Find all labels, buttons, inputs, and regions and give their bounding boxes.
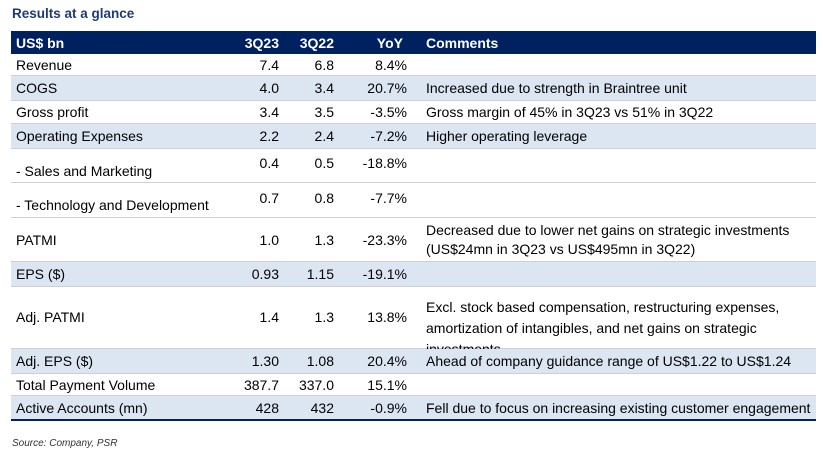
- row-3q23: 1.4: [259, 309, 279, 325]
- row-3q23: 2.2: [259, 128, 279, 144]
- table-row-gross-profit: Gross profit 3.4 3.5 -3.5% Gross margin …: [11, 101, 816, 124]
- header-3q23: 3Q23: [244, 34, 279, 51]
- table-row-eps: EPS ($) 0.93 1.15 -19.1%: [11, 262, 816, 287]
- row-3q23: 3.4: [259, 104, 279, 120]
- table-row-total-payment-volume: Total Payment Volume 387.7 337.0 15.1%: [11, 374, 816, 396]
- row-metric: - Technology and Development: [16, 197, 209, 213]
- row-3q23: 387.7: [243, 376, 279, 393]
- row-comment: [411, 183, 816, 217]
- row-3q23: 0.93: [251, 266, 279, 282]
- row-metric: EPS ($): [16, 266, 66, 282]
- row-metric: Operating Expenses: [16, 128, 143, 144]
- row-3q22: 3.4: [314, 80, 334, 96]
- row-3q22: 1.3: [314, 232, 334, 248]
- row-3q23: 428: [255, 399, 279, 416]
- row-3q22: 6.8: [314, 56, 334, 73]
- row-3q22: 2.4: [314, 128, 334, 144]
- row-comment-block: Excl. stock based compensation, restruct…: [411, 287, 816, 357]
- row-metric: Adj. EPS ($): [16, 353, 94, 369]
- row-3q22: 1.08: [306, 353, 334, 369]
- row-yoy: -23.3%: [362, 232, 407, 248]
- row-yoy: 13.8%: [367, 309, 407, 325]
- header-3q22: 3Q22: [299, 34, 334, 51]
- row-comment: Excl. stock based compensation, restruct…: [426, 299, 780, 315]
- header-yoy: YoY: [376, 34, 403, 51]
- row-comment: Increased due to strength in Braintree u…: [426, 80, 687, 96]
- row-comment-block: Decreased due to lower net gains on stra…: [411, 218, 816, 261]
- row-yoy: -7.7%: [370, 190, 407, 206]
- row-metric: Revenue: [16, 56, 73, 73]
- source-note: Source: Company, PSR: [12, 438, 118, 449]
- row-comment: Ahead of company guidance range of US$1.…: [426, 353, 792, 369]
- row-metric: - Sales and Marketing: [16, 163, 153, 179]
- table-title: Results at a glance: [12, 6, 135, 21]
- row-metric: Active Accounts (mn): [16, 399, 148, 416]
- results-table: US$ bn 3Q23 3Q22 YoY Comments Revenue 7.…: [11, 31, 816, 421]
- row-3q22: 337.0: [298, 376, 334, 393]
- table-row-tech-development: - Technology and Development 0.7 0.8 -7.…: [11, 183, 816, 218]
- table-row-revenue: Revenue 7.4 6.8 8.4%: [11, 54, 816, 76]
- row-metric: Total Payment Volume: [16, 376, 156, 393]
- table-row-adj-eps: Adj. EPS ($) 1.30 1.08 20.4% Ahead of co…: [11, 349, 816, 374]
- table-row-cogs: COGS 4.0 3.4 20.7% Increased due to stre…: [11, 76, 816, 101]
- row-yoy: -19.1%: [362, 266, 407, 282]
- row-metric: PATMI: [16, 232, 57, 248]
- table-row-active-accounts: Active Accounts (mn) 428 432 -0.9% Fell …: [11, 396, 816, 421]
- row-comment-line2: (US$24mn in 3Q23 vs US$495mn in 3Q22): [426, 241, 696, 257]
- row-comment: Decreased due to lower net gains on stra…: [426, 222, 790, 238]
- row-3q23: 0.7: [259, 190, 279, 206]
- row-comment: Gross margin of 45% in 3Q23 vs 51% in 3Q…: [426, 104, 714, 120]
- row-3q23: 7.4: [259, 56, 279, 73]
- row-comment: Higher operating leverage: [426, 128, 588, 144]
- row-metric: COGS: [16, 80, 58, 96]
- row-yoy: -3.5%: [370, 104, 407, 120]
- table-row-adj-patmi: Adj. PATMI 1.4 1.3 13.8% Excl. stock bas…: [11, 287, 816, 357]
- row-yoy: 15.1%: [367, 376, 407, 393]
- row-3q22: 1.3: [314, 309, 334, 325]
- row-3q22: 432: [310, 399, 334, 416]
- header-metric: US$ bn: [16, 34, 65, 51]
- table-header: US$ bn 3Q23 3Q22 YoY Comments: [11, 31, 816, 54]
- row-metric: Adj. PATMI: [16, 309, 85, 325]
- row-3q22: 0.5: [314, 155, 334, 171]
- row-3q23: 1.30: [251, 353, 279, 369]
- row-3q22: 1.15: [306, 266, 334, 282]
- row-yoy: -18.8%: [362, 155, 407, 171]
- row-comment: [411, 149, 816, 182]
- row-comment: Fell due to focus on increasing existing…: [426, 399, 811, 416]
- row-3q22: 3.5: [314, 104, 334, 120]
- row-3q23: 1.0: [259, 232, 279, 248]
- table-row-patmi: PATMI 1.0 1.3 -23.3% Decreased due to lo…: [11, 218, 816, 262]
- row-yoy: -0.9%: [370, 399, 407, 416]
- row-metric: Gross profit: [16, 104, 89, 120]
- row-yoy: 20.7%: [367, 80, 407, 96]
- row-3q23: 0.4: [259, 155, 279, 171]
- header-comments: Comments: [426, 34, 499, 51]
- row-yoy: 20.4%: [367, 353, 407, 369]
- table-row-operating-expenses: Operating Expenses 2.2 2.4 -7.2% Higher …: [11, 124, 816, 149]
- row-3q22: 0.8: [314, 190, 334, 206]
- table-row-sales-marketing: - Sales and Marketing 0.4 0.5 -18.8%: [11, 149, 816, 183]
- row-3q23: 4.0: [259, 80, 279, 96]
- row-yoy: 8.4%: [375, 56, 407, 73]
- row-yoy: -7.2%: [370, 128, 407, 144]
